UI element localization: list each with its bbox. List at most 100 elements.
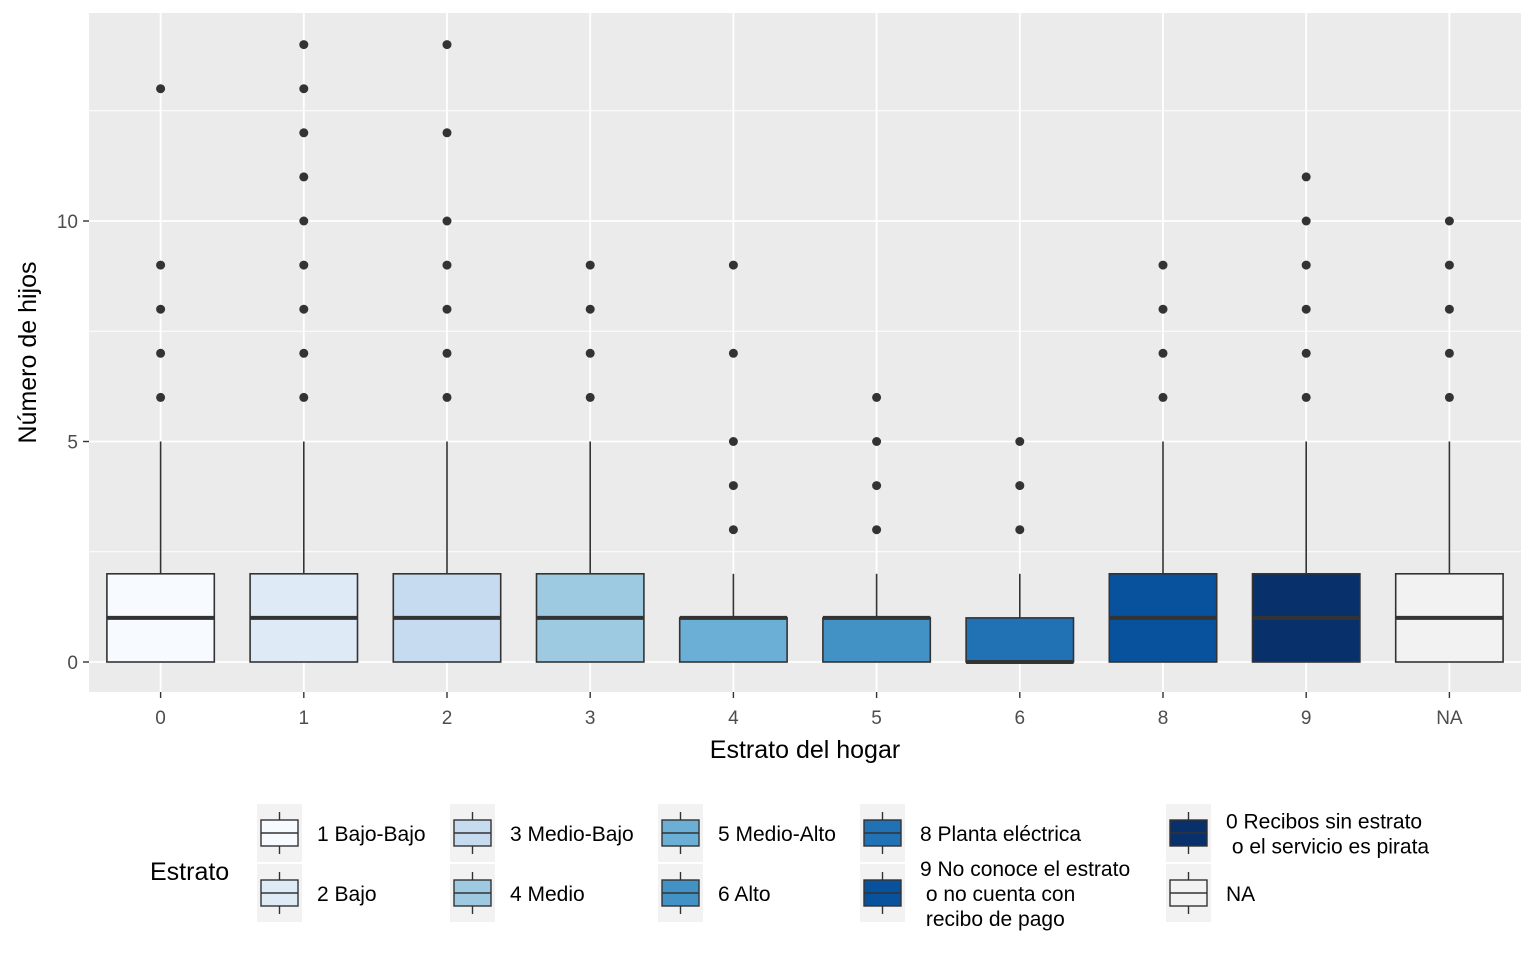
outlier-point xyxy=(442,348,452,358)
box-body xyxy=(678,617,788,663)
outlier-point xyxy=(156,304,166,314)
x-axis-title: Estrato del hogar xyxy=(710,736,900,764)
legend-entry: 3 Medio-Bajo xyxy=(450,804,634,862)
outlier-point xyxy=(1444,216,1454,226)
box-NA xyxy=(1394,216,1504,663)
y-tick-label: 0 xyxy=(67,653,78,674)
legend-label: 1 Bajo-Bajo xyxy=(317,823,426,846)
legend-entry: 5 Medio-Alto xyxy=(658,804,836,862)
legend-entry: 4 Medio xyxy=(450,864,585,922)
outlier-point xyxy=(728,260,738,270)
outlier-point xyxy=(1015,525,1025,535)
outlier-point xyxy=(299,216,309,226)
outlier-point xyxy=(299,260,309,270)
outlier-point xyxy=(585,304,595,314)
box-2 xyxy=(392,40,502,663)
x-tick-label: 4 xyxy=(728,708,739,729)
outlier-point xyxy=(1301,260,1311,270)
x-tick-label: 9 xyxy=(1301,708,1312,729)
y-tick-label: 10 xyxy=(57,212,78,233)
outlier-point xyxy=(1444,392,1454,402)
legend-label: 9 No conoce el estrato o no cuenta con r… xyxy=(920,858,1130,931)
outlier-point xyxy=(442,40,452,50)
box-0 xyxy=(106,84,216,663)
x-tick-label: 2 xyxy=(442,708,453,729)
outlier-point xyxy=(299,128,309,138)
outlier-point xyxy=(299,40,309,50)
legend-label: 8 Planta eléctrica xyxy=(920,823,1081,846)
x-tick-label: 0 xyxy=(155,708,166,729)
box-9 xyxy=(1251,172,1361,663)
outlier-point xyxy=(1158,260,1168,270)
outlier-point xyxy=(1444,260,1454,270)
boxes-layer xyxy=(106,40,1504,664)
outlier-point xyxy=(1301,172,1311,182)
x-tick-label: 1 xyxy=(299,708,310,729)
x-axis-ticks: 0 1 2 3 4 5 6 8 9 NA xyxy=(155,692,1463,729)
outlier-point xyxy=(872,437,882,446)
box-8 xyxy=(1108,260,1218,663)
legend-entry: 8 Planta eléctrica xyxy=(860,804,1081,862)
outlier-point xyxy=(442,260,452,270)
outlier-point xyxy=(1301,392,1311,402)
outlier-point xyxy=(1158,348,1168,358)
outlier-point xyxy=(1158,392,1168,402)
box-1 xyxy=(249,40,359,663)
legend-label: 5 Medio-Alto xyxy=(718,823,836,846)
box-body xyxy=(822,617,932,663)
legend-entry: 9 No conoce el estrato o no cuenta con r… xyxy=(860,858,1130,931)
outlier-point xyxy=(1301,216,1311,226)
box-4 xyxy=(678,260,788,663)
outlier-point xyxy=(299,348,309,358)
x-tick-label: 8 xyxy=(1158,708,1169,729)
legend-label: NA xyxy=(1226,883,1255,906)
legend-title: Estrato xyxy=(150,858,229,886)
outlier-point xyxy=(299,84,309,94)
box-body xyxy=(965,617,1075,663)
outlier-point xyxy=(299,392,309,402)
outlier-point xyxy=(1301,304,1311,314)
outlier-point xyxy=(872,525,882,535)
outlier-point xyxy=(156,84,166,94)
outlier-point xyxy=(585,348,595,358)
outlier-point xyxy=(1015,481,1025,491)
legend-label: 2 Bajo xyxy=(317,883,377,906)
outlier-point xyxy=(442,304,452,314)
outlier-point xyxy=(442,128,452,138)
legend-entry: 1 Bajo-Bajo xyxy=(257,804,426,862)
outlier-point xyxy=(1301,348,1311,358)
outlier-point xyxy=(728,437,738,446)
box-3 xyxy=(535,260,645,663)
outlier-point xyxy=(728,525,738,535)
outlier-point xyxy=(585,392,595,402)
outlier-point xyxy=(1158,304,1168,314)
legend-entry: NA xyxy=(1166,864,1255,922)
legend-label: 3 Medio-Bajo xyxy=(510,823,634,846)
x-tick-label: 3 xyxy=(585,708,596,729)
outlier-point xyxy=(442,392,452,402)
outlier-point xyxy=(156,392,166,402)
y-axis-ticks: 0 5 10 xyxy=(57,212,89,674)
outlier-point xyxy=(1015,437,1025,446)
outlier-point xyxy=(728,348,738,358)
legend-entry: 2 Bajo xyxy=(257,864,377,922)
outlier-point xyxy=(156,260,166,270)
x-tick-label: 6 xyxy=(1015,708,1026,729)
outlier-point xyxy=(1444,304,1454,314)
legend-entry: 6 Alto xyxy=(658,864,771,922)
outlier-point xyxy=(156,348,166,358)
legend-entry: 0 Recibos sin estrato o el servicio es p… xyxy=(1166,804,1429,862)
outlier-point xyxy=(872,481,882,491)
outlier-point xyxy=(299,304,309,314)
box-6 xyxy=(965,437,1075,664)
y-tick-label: 5 xyxy=(67,433,78,454)
outlier-point xyxy=(585,260,595,270)
x-tick-label: NA xyxy=(1436,708,1463,729)
box-5 xyxy=(822,392,932,663)
outlier-point xyxy=(299,172,309,182)
legend-label: 6 Alto xyxy=(718,883,771,906)
outlier-point xyxy=(442,216,452,226)
y-axis-title: Número de hijos xyxy=(14,261,42,443)
legend-label: 0 Recibos sin estrato o el servicio es p… xyxy=(1226,811,1429,859)
